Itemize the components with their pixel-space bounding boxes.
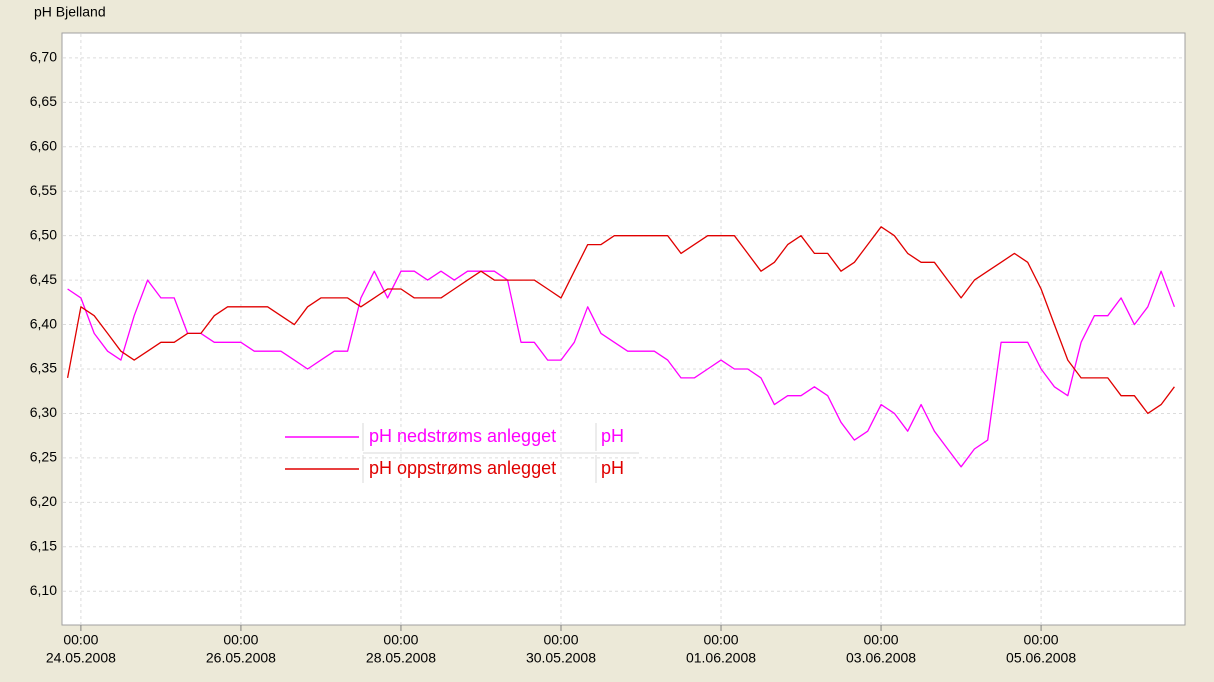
- y-tick-label: 6,35: [30, 360, 57, 376]
- x-tick-date: 26.05.2008: [206, 650, 276, 666]
- legend-label: pH oppstrøms anlegget: [369, 458, 556, 478]
- x-tick-date: 28.05.2008: [366, 650, 436, 666]
- y-tick-label: 6,70: [30, 49, 57, 65]
- x-tick-time: 00:00: [63, 632, 98, 648]
- y-tick-label: 6,55: [30, 182, 57, 198]
- y-tick-label: 6,65: [30, 93, 57, 109]
- y-tick-label: 6,20: [30, 493, 57, 509]
- legend-unit: pH: [601, 426, 624, 446]
- y-tick-label: 6,10: [30, 582, 57, 598]
- legend-label: pH nedstrøms anlegget: [369, 426, 556, 446]
- x-tick-date: 30.05.2008: [526, 650, 596, 666]
- x-tick-time: 00:00: [1024, 632, 1059, 648]
- x-tick-date: 05.06.2008: [1006, 650, 1076, 666]
- y-tick-label: 6,15: [30, 537, 57, 553]
- y-tick-label: 6,60: [30, 137, 57, 153]
- x-tick-time: 00:00: [383, 632, 418, 648]
- x-tick-date: 01.06.2008: [686, 650, 756, 666]
- x-tick-time: 00:00: [864, 632, 899, 648]
- chart-title: pH Bjelland: [34, 4, 106, 20]
- x-tick-time: 00:00: [703, 632, 738, 648]
- x-tick-time: 00:00: [543, 632, 578, 648]
- plot-area: [61, 32, 1186, 626]
- y-tick-label: 6,50: [30, 226, 57, 242]
- series-line: [67, 270, 1176, 468]
- x-tick-date: 03.06.2008: [846, 650, 916, 666]
- x-tick-time: 00:00: [223, 632, 258, 648]
- legend-unit: pH: [601, 458, 624, 478]
- y-tick-label: 6,30: [30, 404, 57, 420]
- y-tick-label: 6,40: [30, 315, 57, 331]
- series-line: [66, 226, 1175, 415]
- y-tick-label: 6,25: [30, 449, 57, 465]
- y-tick-label: 6,45: [30, 271, 57, 287]
- x-tick-date: 24.05.2008: [46, 650, 116, 666]
